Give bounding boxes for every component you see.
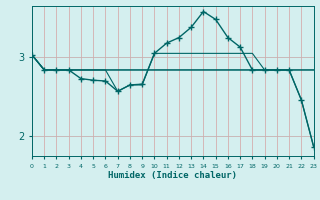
X-axis label: Humidex (Indice chaleur): Humidex (Indice chaleur)	[108, 171, 237, 180]
